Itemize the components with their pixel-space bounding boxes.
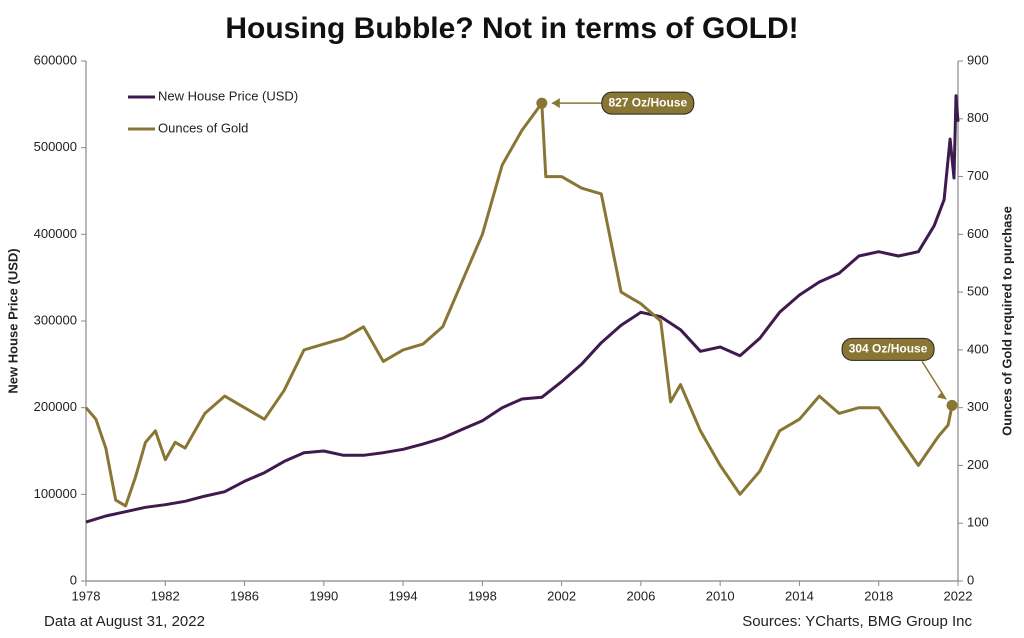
x-tick-label: 2010 xyxy=(706,588,735,603)
y-tick-label: 500000 xyxy=(34,139,77,154)
x-tick-label: 1978 xyxy=(72,588,101,603)
annotation-label: 827 Oz/House xyxy=(608,95,687,109)
y2-tick-label: 700 xyxy=(967,168,989,183)
footer-right: Sources: YCharts, BMG Group Inc xyxy=(742,613,972,630)
y-tick-label: 300000 xyxy=(34,312,77,327)
annotation-marker xyxy=(946,399,958,411)
x-tick-label: 1990 xyxy=(309,588,338,603)
y2-tick-label: 500 xyxy=(967,284,989,299)
y2-axis-label: Ounces of Gold required to purchase xyxy=(999,206,1014,436)
y2-tick-label: 200 xyxy=(967,457,989,472)
y2-tick-label: 900 xyxy=(967,52,989,67)
y2-tick-label: 800 xyxy=(967,110,989,125)
annotation-label: 304 Oz/House xyxy=(849,342,928,356)
arrow-head xyxy=(937,391,947,400)
y-axis-label: New House Price (USD) xyxy=(5,248,20,393)
y2-tick-label: 300 xyxy=(967,399,989,414)
x-tick-label: 1994 xyxy=(389,588,418,603)
x-tick-label: 2014 xyxy=(785,588,814,603)
x-tick-label: 1986 xyxy=(230,588,259,603)
x-tick-label: 1982 xyxy=(151,588,180,603)
y-tick-label: 400000 xyxy=(34,226,77,241)
y2-tick-label: 0 xyxy=(967,572,974,587)
x-tick-label: 1998 xyxy=(468,588,497,603)
legend-label: Ounces of Gold xyxy=(158,120,248,135)
data-line xyxy=(85,94,960,524)
x-tick-label: 2022 xyxy=(944,588,973,603)
y-tick-label: 200000 xyxy=(34,399,77,414)
x-tick-label: 2006 xyxy=(626,588,655,603)
annotation-box xyxy=(841,337,935,361)
data-line xyxy=(84,101,954,508)
arrow-head xyxy=(551,98,560,109)
x-tick-label: 2018 xyxy=(864,588,893,603)
footer-left: Data at August 31, 2022 xyxy=(44,613,205,630)
chart-title: Housing Bubble? Not in terms of GOLD! xyxy=(225,12,798,45)
annotation-marker xyxy=(536,97,548,109)
legend-label: New House Price (USD) xyxy=(158,88,298,103)
annotation-box xyxy=(601,91,695,115)
y2-tick-label: 400 xyxy=(967,341,989,356)
y-tick-label: 600000 xyxy=(34,52,77,67)
y2-tick-label: 100 xyxy=(967,515,989,530)
y-tick-label: 100000 xyxy=(34,486,77,501)
y2-tick-label: 600 xyxy=(967,226,989,241)
y-tick-label: 0 xyxy=(70,572,77,587)
x-tick-label: 2002 xyxy=(547,588,576,603)
